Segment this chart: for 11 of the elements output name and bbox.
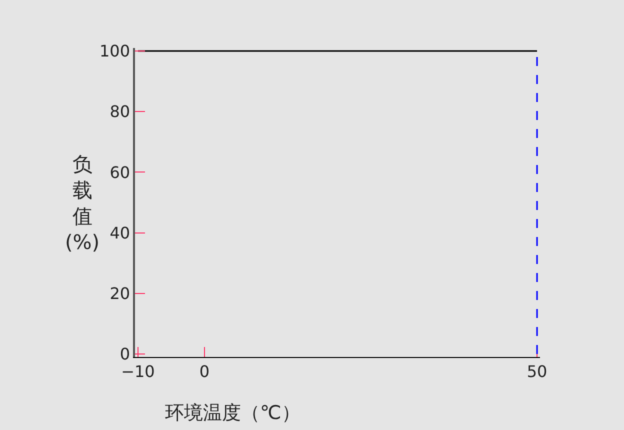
x-tick-label: 50: [526, 362, 548, 382]
y-tick-label: 20: [110, 284, 130, 304]
x-axis-title: 环境温度（℃）: [165, 402, 300, 424]
y-axis-title: 负载值(%): [65, 152, 100, 254]
y-tick-label: 80: [110, 102, 130, 122]
y-tick-label: 60: [110, 162, 130, 182]
y-tick-label: 0: [120, 344, 130, 364]
x-tick-label: −10: [121, 362, 155, 382]
y-tick-label: 40: [110, 223, 130, 242]
x-tick-label: 0: [199, 362, 210, 382]
y-tick-label: 100: [100, 42, 130, 61]
